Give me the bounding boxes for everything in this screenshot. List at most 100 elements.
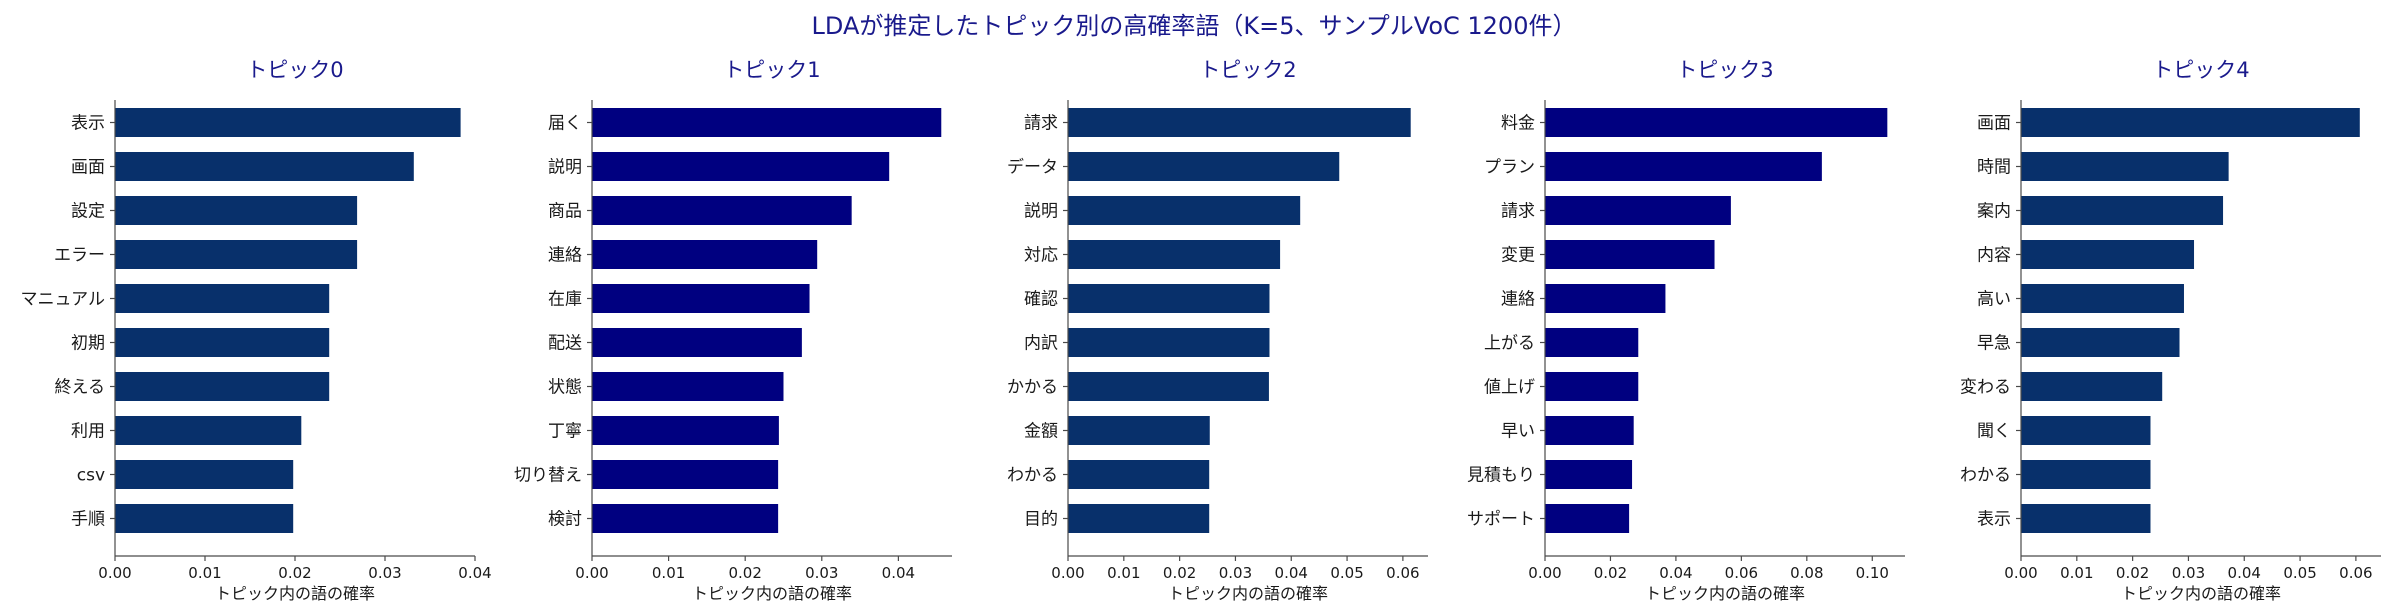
topic2-bar (1068, 372, 1269, 401)
topic3-bar (1545, 372, 1639, 401)
topic2-title: トピック2 (1199, 58, 1296, 82)
topic1-title: トピック1 (723, 58, 820, 82)
topic3-bar (1545, 284, 1666, 313)
topic0-bar (115, 504, 294, 533)
topic4-category-label: 内容 (1977, 246, 2011, 266)
topic4-category-label: 高い (1977, 290, 2011, 310)
topic4-x-tick-label: 0.05 (2283, 564, 2316, 582)
topic4-bar (2021, 504, 2151, 533)
topic3-bar (1545, 196, 1731, 225)
topic1-bar (592, 240, 818, 269)
topic0-bar (115, 108, 461, 137)
topic3-bar (1545, 504, 1630, 533)
topic1-bar (592, 108, 942, 137)
topic2-category-label: 内訳 (1024, 334, 1058, 354)
topic0-x-tick-label: 0.03 (368, 564, 401, 582)
topic0-bar (115, 416, 302, 445)
topic0-bar (115, 240, 358, 269)
topic0-bar (115, 372, 330, 401)
topic1-x-axis-label: トピック内の語の確率 (692, 584, 852, 603)
topic4-bar (2021, 416, 2151, 445)
topic4-bar (2021, 196, 2224, 225)
topic0-x-axis-label: トピック内の語の確率 (215, 584, 375, 603)
topic2-category-label: 説明 (1024, 202, 1058, 222)
topic1-bar (592, 460, 779, 489)
topic4-bar (2021, 284, 2184, 313)
topic4-x-tick-label: 0.06 (2339, 564, 2372, 582)
topic2-bar (1068, 504, 1210, 533)
topic4-x-tick-label: 0.02 (2116, 564, 2149, 582)
topic3-category-label: サポート (1467, 510, 1535, 530)
topic4-category-label: わかる (1960, 466, 2011, 486)
topic3-x-tick-label: 0.06 (1725, 564, 1758, 582)
figure-title: LDAが推定したトピック別の高確率語（K=5、サンプルVoC 1200件） (811, 12, 1577, 40)
topic4-bar (2021, 108, 2360, 137)
topic2-category-label: 金額 (1024, 422, 1058, 442)
topic2-x-tick-label: 0.04 (1275, 564, 1308, 582)
topic3-x-tick-label: 0.04 (1659, 564, 1692, 582)
topic4-bar (2021, 460, 2151, 489)
topic2-x-tick-label: 0.02 (1163, 564, 1196, 582)
topic2-x-tick-label: 0.05 (1330, 564, 1363, 582)
topic4-x-tick-label: 0.03 (2172, 564, 2205, 582)
topic0-category-label: 設定 (71, 202, 105, 222)
topic4-category-label: 表示 (1977, 510, 2011, 530)
topic3-category-label: 上がる (1484, 334, 1535, 354)
topic0-category-label: 表示 (71, 114, 105, 134)
topic0-x-tick-label: 0.01 (188, 564, 221, 582)
topic4-category-label: 早急 (1977, 334, 2011, 354)
topic2-bar (1068, 240, 1281, 269)
topic1-category-label: 商品 (548, 202, 582, 222)
topic3-x-axis-label: トピック内の語の確率 (1645, 584, 1805, 603)
topic1-x-tick-label: 0.00 (575, 564, 608, 582)
topic0-bar (115, 328, 330, 357)
topic1-x-tick-label: 0.04 (882, 564, 915, 582)
topic3-title: トピック3 (1676, 58, 1773, 82)
topic4-x-tick-label: 0.01 (2060, 564, 2093, 582)
topic4-category-label: 変わる (1960, 378, 2011, 398)
topic1-x-tick-label: 0.01 (652, 564, 685, 582)
topic0-bar (115, 152, 414, 181)
topic3-x-tick-label: 0.02 (1594, 564, 1627, 582)
topic0-bar (115, 284, 330, 313)
topic3-bar (1545, 416, 1634, 445)
topic3-bar (1545, 328, 1639, 357)
topic1-category-label: 状態 (548, 378, 582, 398)
topic3-category-label: 連絡 (1501, 290, 1535, 310)
topic2-bar (1068, 108, 1411, 137)
topic0-category-label: エラー (54, 246, 105, 266)
topic4-bar (2021, 152, 2229, 181)
topic4-category-label: 聞く (1977, 422, 2011, 442)
topic4-x-tick-label: 0.04 (2228, 564, 2261, 582)
topic2-x-tick-label: 0.03 (1219, 564, 1252, 582)
topic3-category-label: 早い (1501, 422, 1535, 442)
topic0-bar (115, 196, 358, 225)
topic3-bar (1545, 460, 1633, 489)
topic0-category-label: csv (77, 466, 105, 486)
topic0-x-tick-label: 0.02 (278, 564, 311, 582)
topic3-category-label: 請求 (1501, 202, 1535, 222)
topic2-bar (1068, 152, 1340, 181)
topic3-category-label: プラン (1484, 158, 1535, 178)
topic1-category-label: 届く (548, 114, 582, 134)
topic3-bar (1545, 240, 1715, 269)
topic1-category-label: 在庫 (548, 290, 582, 310)
topic1-bar (592, 372, 784, 401)
topic4-bar (2021, 372, 2163, 401)
topic1-category-label: 説明 (548, 158, 582, 178)
topic1-bar (592, 152, 890, 181)
topic3-bar (1545, 108, 1888, 137)
topic2-category-label: 確認 (1024, 290, 1058, 310)
topic3-category-label: 値上げ (1484, 378, 1535, 398)
topic1-x-tick-label: 0.02 (728, 564, 761, 582)
topic3-x-tick-label: 0.10 (1856, 564, 1889, 582)
topic1-bar (592, 196, 852, 225)
topic1-x-tick-label: 0.03 (805, 564, 838, 582)
topic2-x-axis-label: トピック内の語の確率 (1168, 584, 1328, 603)
topic2-bar (1068, 196, 1301, 225)
topic3-x-tick-label: 0.00 (1528, 564, 1561, 582)
topic3-bar (1545, 152, 1822, 181)
topic0-bar (115, 460, 294, 489)
topic2-category-label: わかる (1007, 466, 1058, 486)
